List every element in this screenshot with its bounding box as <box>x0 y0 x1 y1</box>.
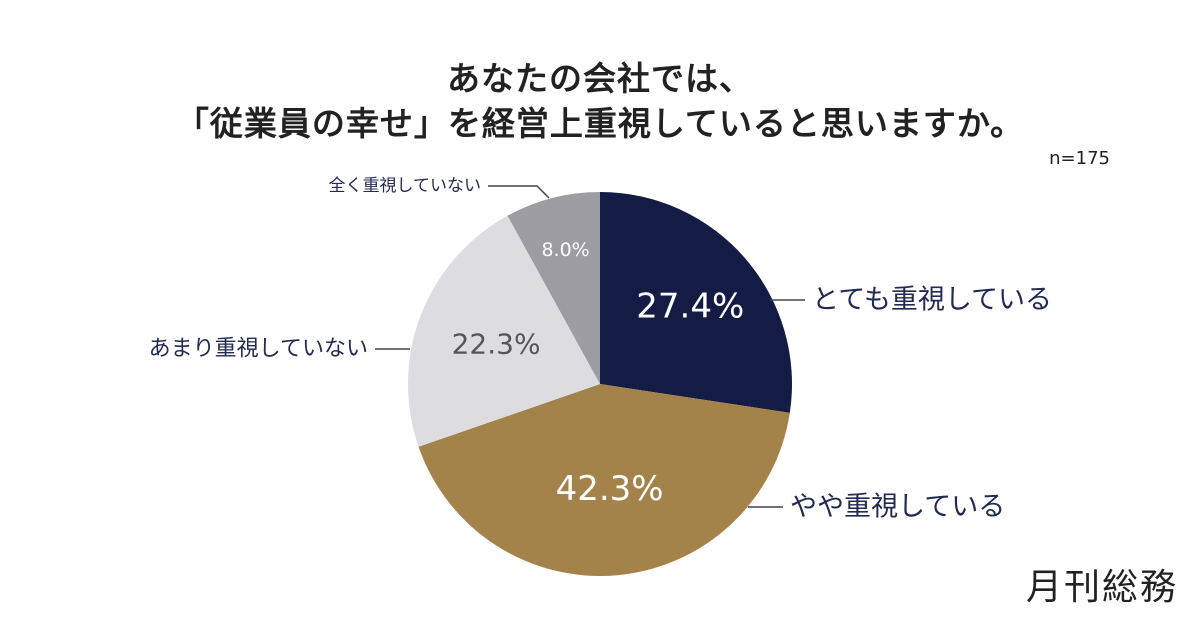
pie-slice <box>600 192 792 413</box>
sample-size-label: n=175 <box>1049 148 1110 169</box>
slice-category-label: とても重視している <box>812 285 1052 316</box>
pie-slice <box>418 384 790 576</box>
leader-line <box>488 185 550 199</box>
slice-category-label: 全く重視していない <box>329 176 482 196</box>
slice-value-label: 27.4% <box>636 286 744 326</box>
slice-category-label: やや重視している <box>790 492 1005 523</box>
pie-slice <box>507 192 600 384</box>
pie-slice <box>408 215 600 447</box>
slice-value-label: 42.3% <box>556 469 664 509</box>
slice-category-label: あまり重視していない <box>149 337 368 362</box>
slice-value-label: 22.3% <box>452 328 541 361</box>
slice-value-label: 8.0% <box>541 239 589 261</box>
brand-logo: 月刊総務 <box>1025 567 1178 608</box>
chart-title-line-1: あなたの会社では、 <box>447 59 753 98</box>
chart-title-line-2: 「従業員の幸せ」を経営上重視していると思いますか。 <box>175 104 1025 143</box>
